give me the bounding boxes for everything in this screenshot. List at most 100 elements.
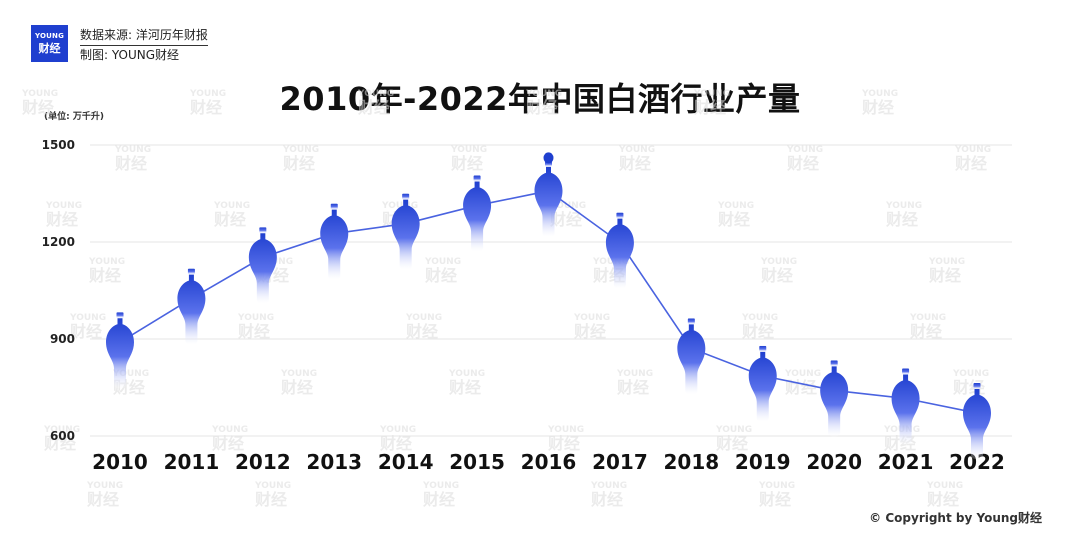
copyright: © Copyright by Young财经 <box>869 511 1042 525</box>
svg-text:YOUNG: YOUNG <box>45 201 82 211</box>
svg-text:YOUNG: YOUNG <box>741 313 778 323</box>
y-tick-label: 600 <box>50 429 75 443</box>
x-tick-label: 2015 <box>449 450 505 474</box>
svg-text:YOUNG: YOUNG <box>280 369 317 379</box>
source-block: 数据来源: 洋河历年财报 制图: YOUNG财经 <box>80 26 208 64</box>
svg-text:财经: 财经 <box>741 322 774 341</box>
svg-text:YOUNG: YOUNG <box>926 481 963 491</box>
svg-text:YOUNG: YOUNG <box>547 425 584 435</box>
svg-text:财经: 财经 <box>379 434 412 453</box>
watermark-26: YOUNG财经 <box>405 313 442 341</box>
watermark-37: YOUNG财经 <box>211 425 248 453</box>
svg-text:YOUNG: YOUNG <box>909 313 946 323</box>
watermark-18: YOUNG财经 <box>88 257 125 285</box>
watermark-36: YOUNG财经 <box>43 425 80 453</box>
x-tick-label: 2021 <box>878 450 934 474</box>
x-tick-label: 2013 <box>306 450 362 474</box>
svg-text:YOUNG: YOUNG <box>424 257 461 267</box>
watermark-45: YOUNG财经 <box>590 481 627 509</box>
svg-text:财经: 财经 <box>357 98 390 117</box>
svg-text:财经: 财经 <box>448 378 481 397</box>
watermark-7: YOUNG财经 <box>282 145 319 173</box>
chart-title: 2010年-2022年中国白酒行业产量 <box>279 80 801 118</box>
watermark-43: YOUNG财经 <box>254 481 291 509</box>
watermark-0: YOUNG财经 <box>21 89 58 117</box>
x-axis: 2010 2011 2012 2013 2014 2015 2016 2017 2018 2019… <box>92 450 1005 474</box>
svg-text:财经: 财经 <box>69 322 102 341</box>
svg-text:财经: 财经 <box>590 490 623 509</box>
brand-logo: YOUNG 财经 <box>31 25 68 62</box>
x-tick-label: 2012 <box>235 450 291 474</box>
watermark-12: YOUNG财经 <box>45 201 82 229</box>
watermark-46: YOUNG财经 <box>758 481 795 509</box>
y-tick-label: 1500 <box>42 138 75 152</box>
svg-text:财经: 财经 <box>786 154 819 173</box>
logo-text-top: YOUNG <box>34 32 65 40</box>
x-tick-label: 2014 <box>378 450 434 474</box>
watermark-24: YOUNG财经 <box>69 313 106 341</box>
svg-text:财经: 财经 <box>114 154 147 173</box>
svg-text:YOUNG: YOUNG <box>254 481 291 491</box>
svg-text:财经: 财经 <box>547 434 580 453</box>
watermark-29: YOUNG财经 <box>909 313 946 341</box>
x-tick-label: 2020 <box>806 450 862 474</box>
x-tick-label: 2017 <box>592 450 648 474</box>
svg-text:YOUNG: YOUNG <box>88 257 125 267</box>
svg-text:YOUNG: YOUNG <box>448 369 485 379</box>
svg-text:财经: 财经 <box>43 434 76 453</box>
y-axis: 600 900 1200 1500 <box>42 138 75 443</box>
svg-text:YOUNG: YOUNG <box>861 89 898 99</box>
x-tick-label: 2016 <box>521 450 577 474</box>
watermark-3: YOUNG财经 <box>525 89 562 117</box>
watermark-40: YOUNG财经 <box>715 425 752 453</box>
watermark-16: YOUNG财经 <box>717 201 754 229</box>
svg-text:YOUNG: YOUNG <box>693 89 730 99</box>
svg-text:财经: 财经 <box>885 210 918 229</box>
watermark-34: YOUNG财经 <box>784 369 821 397</box>
svg-text:财经: 财经 <box>861 98 894 117</box>
svg-text:财经: 财经 <box>928 266 961 285</box>
svg-text:YOUNG: YOUNG <box>952 369 989 379</box>
svg-text:财经: 财经 <box>618 154 651 173</box>
watermark-25: YOUNG财经 <box>237 313 274 341</box>
svg-text:财经: 财经 <box>254 490 287 509</box>
svg-text:YOUNG: YOUNG <box>357 89 394 99</box>
svg-text:财经: 财经 <box>237 322 270 341</box>
svg-text:YOUNG: YOUNG <box>450 145 487 155</box>
svg-text:财经: 财经 <box>525 98 558 117</box>
y-tick-label: 1200 <box>42 235 75 249</box>
watermark-33: YOUNG财经 <box>616 369 653 397</box>
bottle-icon <box>677 318 706 395</box>
watermark-4: YOUNG财经 <box>693 89 730 117</box>
svg-text:财经: 财经 <box>450 154 483 173</box>
svg-text:财经: 财经 <box>693 98 726 117</box>
watermark-17: YOUNG财经 <box>885 201 922 229</box>
svg-text:YOUNG: YOUNG <box>282 145 319 155</box>
bottle-icon <box>748 345 777 422</box>
watermark-31: YOUNG财经 <box>280 369 317 397</box>
svg-text:YOUNG: YOUNG <box>590 481 627 491</box>
watermark-9: YOUNG财经 <box>618 145 655 173</box>
unit-label: (单位: 万千升) <box>44 112 104 122</box>
svg-text:财经: 财经 <box>211 434 244 453</box>
svg-text:财经: 财经 <box>760 266 793 285</box>
watermark-23: YOUNG财经 <box>928 257 965 285</box>
svg-text:YOUNG: YOUNG <box>379 425 416 435</box>
bottle-icon <box>248 227 277 304</box>
watermark-44: YOUNG财经 <box>422 481 459 509</box>
grid-lines <box>90 144 1012 437</box>
svg-text:YOUNG: YOUNG <box>928 257 965 267</box>
svg-text:YOUNG: YOUNG <box>784 369 821 379</box>
svg-text:财经: 财经 <box>954 154 987 173</box>
watermark-27: YOUNG财经 <box>573 313 610 341</box>
svg-text:YOUNG: YOUNG <box>422 481 459 491</box>
svg-text:YOUNG: YOUNG <box>616 369 653 379</box>
watermark-38: YOUNG财经 <box>379 425 416 453</box>
watermark-5: YOUNG财经 <box>861 89 898 117</box>
svg-text:YOUNG: YOUNG <box>573 313 610 323</box>
svg-text:财经: 财经 <box>21 98 54 117</box>
svg-text:YOUNG: YOUNG <box>112 369 149 379</box>
watermark-1: YOUNG财经 <box>189 89 226 117</box>
svg-text:YOUNG: YOUNG <box>405 313 442 323</box>
